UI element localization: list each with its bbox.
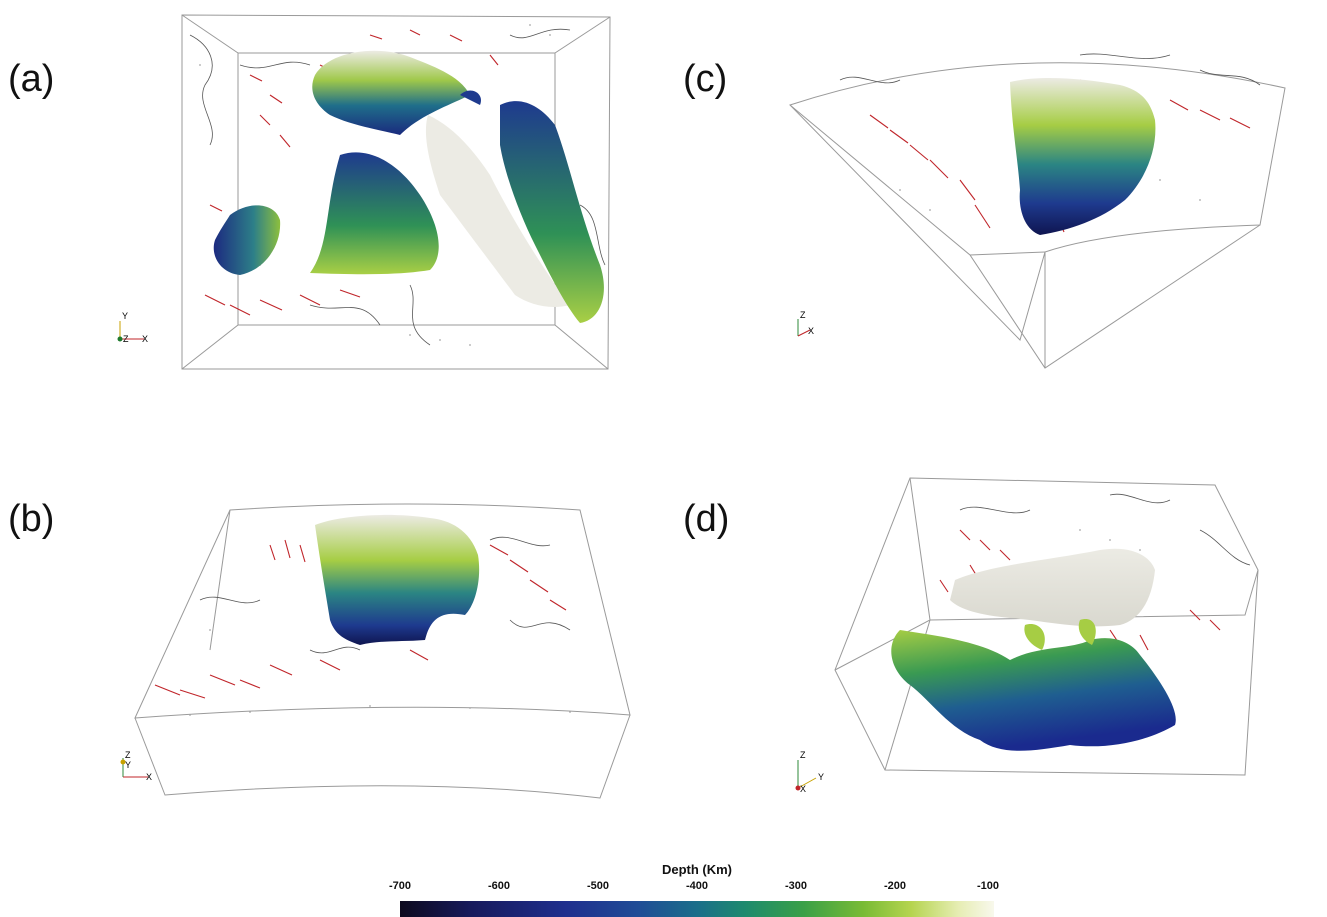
axis-x-label: X (808, 326, 814, 336)
panel-c: Z X (780, 40, 1300, 370)
colorbar-tick: -300 (784, 880, 808, 892)
slab-isosurfaces (213, 50, 604, 323)
colorbar-tick: -500 (586, 880, 610, 892)
panel-label-c: (c) (683, 58, 728, 100)
velocity-vectors (899, 529, 1221, 676)
axis-x-label: X (146, 772, 152, 782)
panel-d: Z X Y (780, 470, 1300, 800)
axis-z-label: Z (125, 750, 131, 760)
axes-triad-a: Y Z X (117, 311, 148, 344)
axis-z-label: Z (800, 310, 806, 320)
coastlines (959, 493, 1251, 566)
panel-label-a: (a) (8, 58, 55, 100)
axes-triad-c: Z X (797, 310, 814, 337)
axis-x-label: X (142, 334, 148, 344)
panel-a-render: Y Z X (117, 14, 611, 370)
colorbar-tick: -200 (883, 880, 907, 892)
axis-y-label: Y (122, 311, 128, 321)
coastlines (839, 53, 1261, 86)
slab-isosurface (315, 514, 480, 645)
colorbar-tick: -400 (685, 880, 709, 892)
colorbar-title: Depth (Km) (661, 862, 733, 877)
panel-b-render: Z Y X (120, 503, 631, 799)
panel-label-d: (d) (683, 498, 730, 540)
axis-z-label: Z (123, 334, 129, 344)
slab-isosurface (1010, 78, 1156, 235)
axis-y-label: Y (818, 772, 824, 782)
colorbar-tick: -700 (388, 880, 412, 892)
axis-x-label: X (800, 784, 806, 794)
bounding-box (134, 503, 631, 799)
axis-y-label: Y (125, 760, 131, 770)
axes-triad-d: Z X Y (795, 750, 824, 794)
colorbar-tick: -100 (976, 880, 1000, 892)
velocity-vectors (154, 539, 571, 716)
axis-z-label: Z (800, 750, 806, 760)
bounding-box (789, 62, 1286, 369)
coastlines (189, 28, 606, 346)
panel-b: Z Y X (110, 500, 650, 800)
colorbar-gradient (400, 901, 994, 917)
coastlines (199, 536, 571, 654)
slab-isosurfaces (891, 548, 1176, 751)
axes-triad-b: Z Y X (120, 750, 152, 782)
panel-d-render: Z X Y (795, 477, 1259, 794)
colorbar-tick: -600 (487, 880, 511, 892)
depth-colorbar: Depth (Km) -700 -600 -500 -400 -300 -200… (389, 862, 999, 917)
panel-c-render: Z X (789, 53, 1286, 369)
panel-a: Y Z X (110, 5, 630, 380)
panel-label-b: (b) (8, 498, 55, 540)
